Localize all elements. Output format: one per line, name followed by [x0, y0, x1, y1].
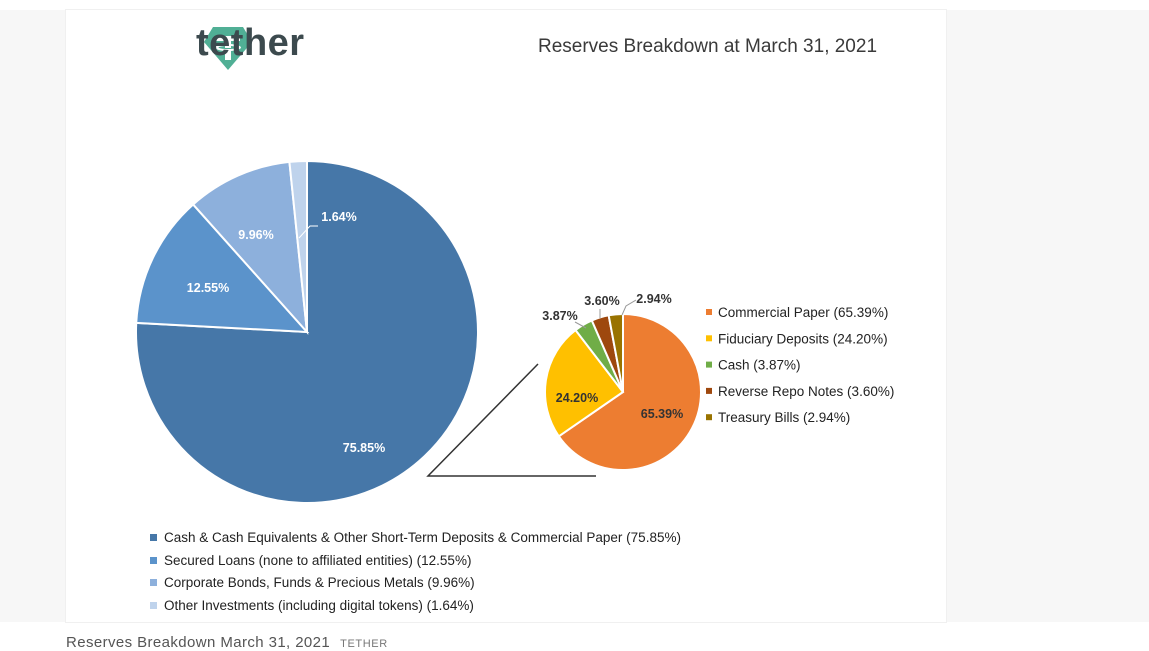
sub-pie-data-label: 24.20%: [556, 391, 598, 405]
legend-swatch: [706, 387, 712, 394]
legend-label: Cash & Cash Equivalents & Other Short-Te…: [164, 530, 681, 545]
legend-swatch: [706, 335, 712, 342]
legend-entry: Cash & Cash Equivalents & Other Short-Te…: [150, 530, 681, 545]
caption-text: Reserves Breakdown March 31, 2021: [66, 634, 331, 651]
main-pie-data-label: 75.85%: [343, 441, 385, 455]
legend-swatch: [150, 534, 157, 541]
main-pie-data-label: 12.55%: [187, 281, 229, 295]
sub-pie-slice: [544, 328, 625, 438]
legend-label: Other Investments (including digital tok…: [164, 597, 474, 613]
main-pie-slice: [135, 203, 310, 334]
legend-swatch: [150, 579, 157, 586]
legend-swatch: [150, 601, 157, 609]
main-pie-slice: [191, 160, 309, 335]
right-margin: [946, 10, 1149, 622]
legend-entry: Other Investments (including digital tok…: [150, 598, 474, 613]
sub-pie-data-label: 65.39%: [641, 407, 683, 421]
sub-pie: 65.39% 24.20% 3.87% 3.60% 2.94%: [542, 292, 702, 471]
leader-line: [621, 299, 637, 316]
legend-entry: Secured Loans (none to affiliated entiti…: [150, 553, 471, 568]
legend-entry: Fiduciary Deposits (24.20%): [718, 331, 888, 346]
connector-line: [426, 363, 596, 477]
legend-entry: Cash (3.87%): [718, 358, 801, 373]
main-pie-data-label: 1.64%: [321, 210, 356, 224]
leader-line: [298, 225, 318, 239]
leader-line: [574, 321, 587, 329]
left-margin: [0, 10, 66, 622]
legend-label: Corporate Bonds, Funds & Precious Metals…: [164, 575, 475, 590]
legend-swatch: [150, 556, 157, 564]
main-pie: 75.85% 12.55% 9.96% 1.64%: [135, 159, 479, 504]
tether-logo-mark: [215, 36, 241, 60]
main-pie-slice: [135, 159, 479, 504]
legend-entry: Treasury Bills (2.94%): [718, 410, 850, 425]
legend-swatch: [706, 414, 712, 421]
sub-pie-data-label: 3.87%: [542, 309, 577, 323]
image-caption: Reserves Breakdown March 31, 2021 TETHER: [66, 634, 388, 651]
sub-pie-data-label: 2.94%: [636, 292, 671, 306]
legend-entry: Corporate Bonds, Funds & Precious Metals…: [150, 575, 475, 590]
sub-pie-data-label: 3.60%: [584, 294, 619, 308]
legend-label: Secured Loans (none to affiliated entiti…: [164, 552, 472, 568]
sub-pie-slice: [607, 312, 624, 393]
legend-swatch: [706, 361, 712, 368]
top-strip: [0, 0, 1149, 10]
legend-swatch: [706, 309, 712, 315]
main-pie-slice: [288, 159, 308, 333]
logo-wordmark: tether: [196, 22, 305, 64]
main-pie-data-label: 9.96%: [238, 228, 273, 242]
tether-logo-icon: [204, 27, 252, 70]
legend-entry: Reverse Repo Notes (3.60%): [718, 384, 894, 399]
legend-entry: Commercial Paper (65.39%): [718, 305, 888, 320]
sub-pie-legend: Commercial Paper (65.39%) Fiduciary Depos…: [706, 305, 894, 425]
caption-credit: TETHER: [340, 638, 388, 650]
sub-pie-slice: [557, 312, 702, 471]
chart-title: Reserves Breakdown at March 31, 2021: [538, 36, 878, 57]
